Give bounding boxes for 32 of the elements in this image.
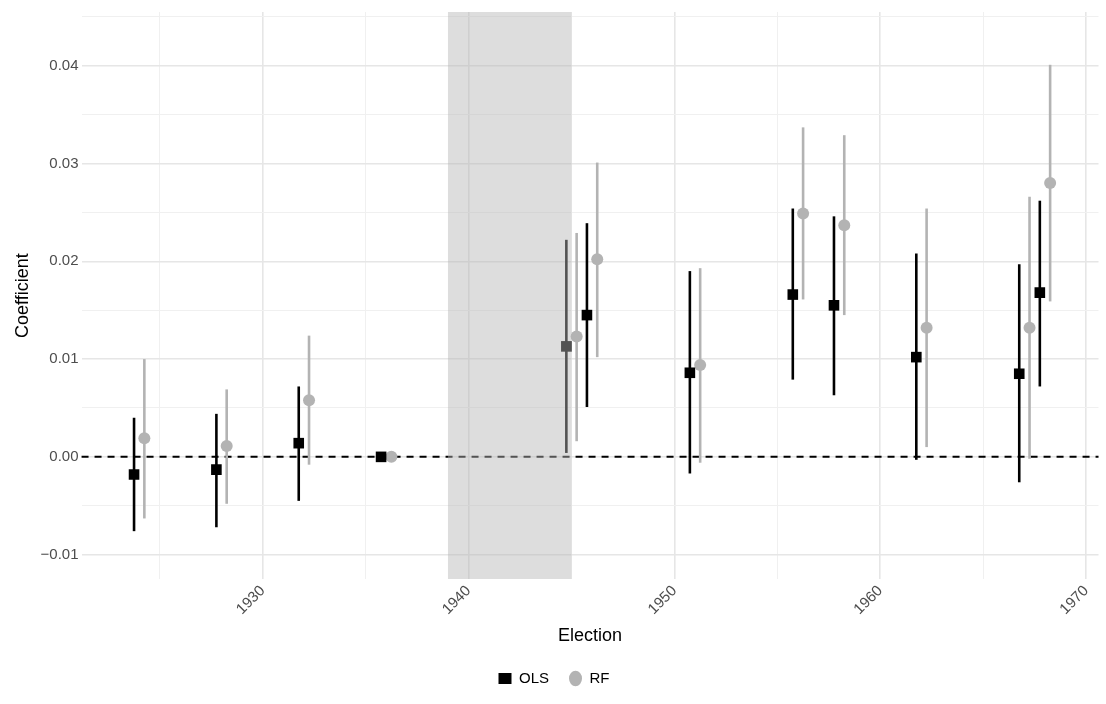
y-tick-label: 0.01 <box>49 349 79 367</box>
point <box>828 300 840 311</box>
point <box>1034 287 1046 298</box>
point <box>684 367 696 379</box>
y-tick-label: −0.01 <box>40 544 79 562</box>
legend-label: OLS <box>519 668 550 686</box>
point <box>797 207 810 220</box>
legend-label: RF <box>589 668 610 686</box>
point <box>920 321 933 334</box>
y-tick-label: 0.00 <box>49 447 79 464</box>
point <box>570 330 583 343</box>
y-tick-label: 0.03 <box>49 153 79 171</box>
point <box>303 394 316 407</box>
point <box>128 469 140 480</box>
x-axis-title: Election <box>558 625 623 646</box>
point <box>1044 177 1057 190</box>
point <box>385 450 398 463</box>
point <box>138 432 151 445</box>
point <box>838 219 851 232</box>
point <box>561 341 572 352</box>
point <box>293 437 305 449</box>
y-tick-label: 0.02 <box>49 251 79 269</box>
point <box>1023 321 1036 334</box>
point <box>211 464 222 475</box>
point <box>220 440 233 453</box>
y-tick-label: 0.04 <box>49 55 79 73</box>
point <box>591 253 604 266</box>
point <box>787 289 799 300</box>
y-axis-title: Coefficient <box>11 253 32 338</box>
point <box>694 358 707 371</box>
point <box>1013 368 1025 380</box>
point <box>911 351 922 363</box>
